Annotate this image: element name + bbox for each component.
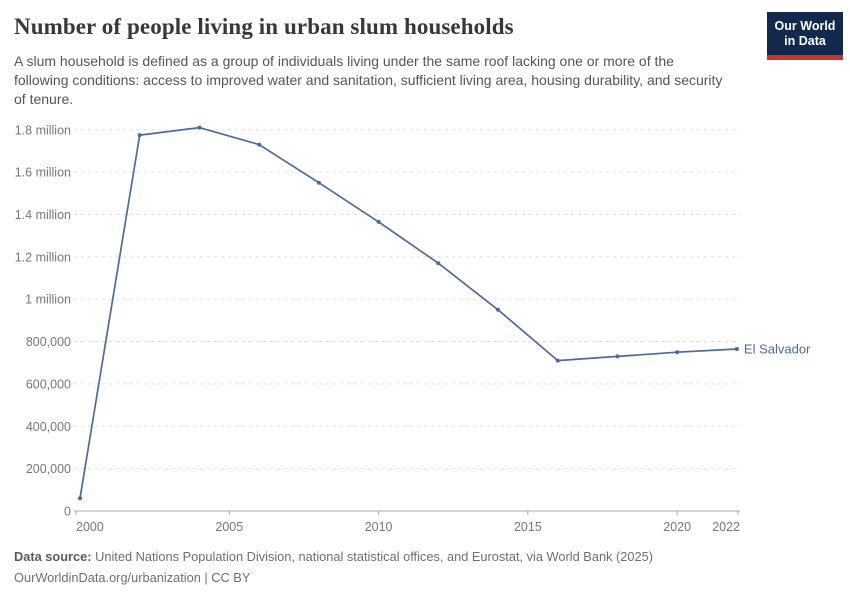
data-point — [734, 347, 739, 351]
y-axis-tick-label: 0 — [64, 505, 71, 519]
y-axis-tick-label: 1.2 million — [15, 250, 71, 264]
data-point — [436, 261, 441, 266]
data-point — [197, 125, 202, 130]
data-point — [257, 142, 262, 147]
data-point — [376, 219, 381, 224]
y-axis-tick-label: 1 million — [25, 293, 71, 307]
y-axis-tick-label: 1.6 million — [15, 166, 71, 180]
data-source-line: Data source: United Nations Population D… — [14, 546, 834, 567]
x-axis-tick-label: 2015 — [514, 520, 542, 534]
entity-label: El Salvador — [744, 341, 811, 356]
x-axis-tick-label: 2000 — [76, 520, 104, 534]
chart-footer: Data source: United Nations Population D… — [14, 546, 834, 588]
page-title: Number of people living in urban slum ho… — [14, 14, 514, 39]
y-axis-tick-label: 1.4 million — [15, 208, 71, 222]
data-point — [615, 354, 620, 359]
data-point — [137, 133, 142, 138]
data-point — [78, 496, 82, 501]
data-point — [555, 358, 560, 363]
y-axis-tick-label: 1.8 million — [15, 123, 71, 137]
owid-logo: Our World in Data — [767, 12, 843, 60]
citation-line: OurWorldinData.org/urbanization | CC BY — [14, 570, 251, 585]
data-point — [316, 180, 321, 185]
chart-subtitle: A slum household is defined as a group o… — [14, 53, 723, 107]
data-source-text: United Nations Population Division, nati… — [95, 549, 654, 564]
line-chart: 0 200,000 400,000 600,000 800,000 1 million 1.… — [15, 123, 811, 534]
owid-logo-line2: in Data — [784, 33, 826, 48]
x-axis-tick-label: 2005 — [215, 520, 243, 534]
owid-logo-line1: Our World — [774, 19, 836, 33]
y-axis-tick-label: 800,000 — [26, 335, 71, 349]
data-point — [675, 350, 680, 355]
y-axis-tick-label: 400,000 — [26, 420, 71, 434]
x-axis-tick-label: 2010 — [365, 520, 393, 534]
x-axis-tick-label: 2020 — [663, 520, 691, 534]
y-axis-tick-label: 600,000 — [26, 377, 71, 391]
data-source-label: Data source: — [14, 549, 92, 564]
data-point — [496, 307, 500, 312]
x-axis-tick-label: 2022 — [712, 520, 740, 534]
y-axis-tick-label: 200,000 — [26, 462, 71, 476]
data-line — [79, 126, 737, 499]
